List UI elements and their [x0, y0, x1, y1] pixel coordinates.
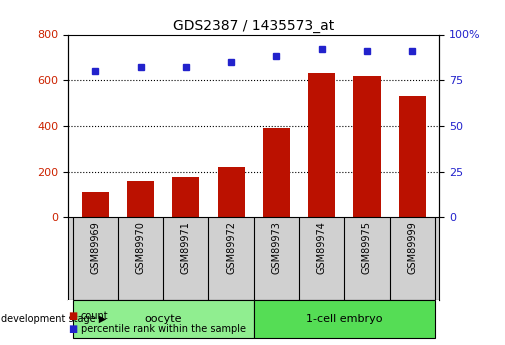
- Text: GSM89974: GSM89974: [317, 221, 327, 274]
- Bar: [398, 96, 426, 217]
- Text: GSM89971: GSM89971: [181, 221, 191, 274]
- Text: percentile rank within the sample: percentile rank within the sample: [81, 325, 246, 334]
- Bar: [127, 181, 154, 217]
- Bar: [82, 192, 109, 217]
- Bar: [218, 167, 245, 217]
- Bar: [308, 73, 335, 217]
- Text: 1-cell embryo: 1-cell embryo: [306, 314, 383, 324]
- Text: oocyte: oocyte: [144, 314, 182, 324]
- Text: GSM89972: GSM89972: [226, 221, 236, 275]
- Text: GSM89970: GSM89970: [136, 221, 145, 274]
- Title: GDS2387 / 1435573_at: GDS2387 / 1435573_at: [173, 19, 334, 33]
- Bar: [263, 128, 290, 217]
- Text: GSM89975: GSM89975: [362, 221, 372, 275]
- Text: GSM89973: GSM89973: [271, 221, 281, 274]
- Text: ■: ■: [68, 311, 77, 321]
- Text: count: count: [81, 311, 109, 321]
- Text: development stage ▶: development stage ▶: [1, 314, 106, 324]
- Text: GSM89999: GSM89999: [407, 221, 417, 274]
- Bar: [172, 177, 199, 217]
- Text: ■: ■: [68, 325, 77, 334]
- Bar: [354, 76, 380, 217]
- Text: GSM89969: GSM89969: [90, 221, 100, 274]
- Bar: [254, 300, 435, 338]
- Bar: [73, 300, 254, 338]
